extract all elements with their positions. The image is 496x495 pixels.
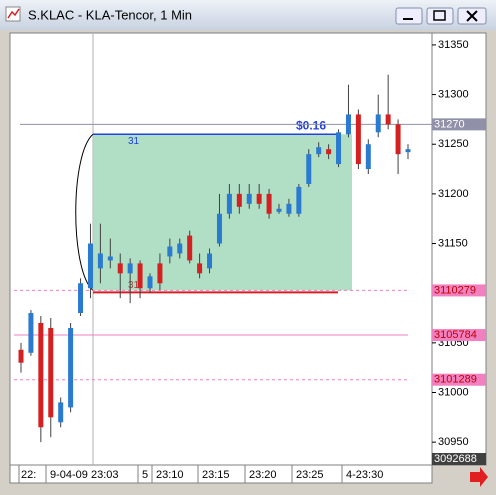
- level-badge: [432, 284, 486, 297]
- candle-body: [28, 313, 34, 353]
- y-tick-label: 30950: [438, 436, 469, 448]
- candle-body: [38, 322, 44, 428]
- time-label: 23:25: [296, 469, 324, 481]
- candle-body: [117, 263, 123, 274]
- candle-body: [345, 114, 351, 135]
- time-label: 9-04-09 23:03: [50, 469, 119, 481]
- candle-body: [355, 114, 361, 165]
- candle-body: [97, 253, 103, 269]
- candle-body: [147, 276, 153, 289]
- candle-body: [137, 263, 143, 289]
- level-label: 3105784: [434, 329, 477, 341]
- candle-body: [395, 124, 401, 155]
- measure-arc: [75, 133, 94, 291]
- level-badge: [432, 453, 486, 465]
- candle-body: [216, 213, 222, 244]
- app-icon-graph: [7, 8, 20, 19]
- level-badge: [432, 373, 486, 386]
- window-title: S.KLAC - KLA-Tencor, 1 Min: [28, 7, 192, 22]
- level-badge: [432, 118, 486, 131]
- scroll-right-arrow[interactable]: [470, 467, 488, 487]
- candle-body: [87, 243, 93, 289]
- y-tick-label: 31000: [438, 386, 469, 398]
- candle-body: [157, 263, 163, 284]
- candle-body: [405, 149, 411, 153]
- candle-body: [48, 327, 54, 418]
- y-tick-label: 31350: [438, 39, 469, 51]
- candle-body: [58, 402, 64, 423]
- candle-body: [375, 114, 381, 133]
- candle-body: [78, 283, 84, 314]
- time-label: 5: [142, 469, 148, 481]
- time-label: 23:20: [249, 469, 277, 481]
- candle-body: [276, 208, 282, 212]
- candle-body: [266, 193, 272, 214]
- candle-body: [68, 327, 74, 408]
- candle-body: [167, 246, 173, 257]
- candle-body: [316, 147, 322, 155]
- maximize-button[interactable]: [426, 7, 454, 25]
- measure-high-label: 31: [128, 136, 140, 147]
- level-badge: [432, 329, 486, 342]
- candle-body: [18, 349, 24, 363]
- candle-body: [226, 193, 232, 214]
- candle-body: [177, 243, 183, 254]
- candle-body: [256, 193, 262, 204]
- candle-body: [246, 193, 252, 204]
- candle-body: [187, 235, 193, 261]
- candle-body: [197, 263, 203, 274]
- measure-label: $0.16: [296, 118, 326, 132]
- candle-body: [365, 144, 371, 170]
- time-axis: [9, 464, 433, 484]
- measure-low-label: 31: [128, 280, 140, 291]
- y-tick-label: 31150: [438, 237, 468, 249]
- candle-body: [296, 186, 302, 214]
- candle-body: [326, 149, 332, 155]
- y-tick-label: 31250: [438, 138, 469, 150]
- level-label: 3092688: [434, 453, 477, 465]
- level-label: 3101289: [434, 374, 477, 386]
- price-axis: [431, 32, 487, 466]
- candle-body: [236, 193, 242, 207]
- candle-body: [207, 253, 213, 269]
- time-label: 4-23:30: [346, 469, 383, 481]
- time-label: 23:10: [156, 469, 184, 481]
- candle-body: [336, 132, 342, 165]
- level-label: 3110279: [434, 284, 476, 296]
- time-label: 22:: [21, 469, 36, 481]
- candle-body: [286, 203, 292, 214]
- y-tick-label: 31300: [438, 88, 469, 100]
- candle-body: [385, 114, 391, 125]
- close-button[interactable]: [457, 7, 487, 25]
- candle-body: [107, 256, 113, 261]
- minimize-button[interactable]: [395, 7, 423, 25]
- time-label: 23:15: [202, 469, 230, 481]
- level-label: 31270: [434, 118, 465, 130]
- candle-body: [306, 154, 312, 184]
- y-tick-label: 31200: [438, 188, 469, 200]
- candle-body: [127, 263, 133, 274]
